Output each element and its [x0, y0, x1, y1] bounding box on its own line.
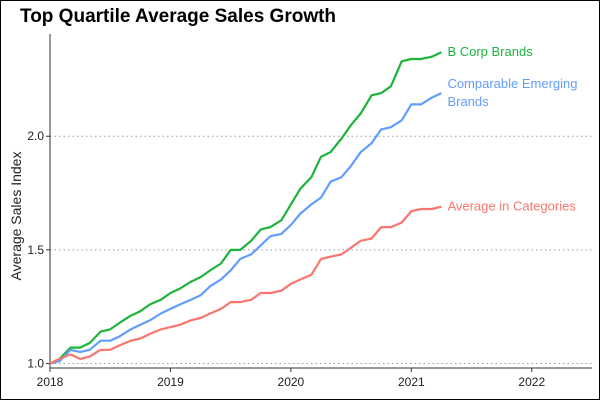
series-label: Average in Categories: [447, 199, 576, 214]
x-tick-label: 2022: [518, 375, 545, 389]
axes: [49, 34, 592, 369]
series-line: [49, 205, 442, 365]
y-axis-label: Average Sales Index: [8, 152, 24, 281]
x-ticks: 2018 2019 2020 2021 2022: [37, 368, 545, 389]
series-line: [49, 92, 442, 365]
series-labels: B Corp Brands Comparable Emerging Brands Av…: [447, 44, 577, 214]
gridlines: [50, 135, 592, 364]
y-tick-label: 2.0: [27, 129, 44, 143]
x-tick-label: 2020: [278, 375, 305, 389]
chart-title: Top Quartile Average Sales Growth: [20, 6, 336, 27]
x-tick-label: 2018: [37, 375, 64, 389]
x-tick-label: 2019: [157, 375, 184, 389]
y-ticks: 1.0 1.5 2.0: [27, 129, 50, 370]
series-lines: [49, 51, 442, 365]
series-label: B Corp Brands: [447, 44, 533, 59]
x-tick-label: 2021: [398, 375, 425, 389]
series-line: [49, 51, 442, 365]
series-label: Comparable Emerging Brands: [447, 76, 577, 109]
y-tick-label: 1.0: [27, 356, 44, 370]
y-tick-label: 1.5: [27, 243, 44, 257]
